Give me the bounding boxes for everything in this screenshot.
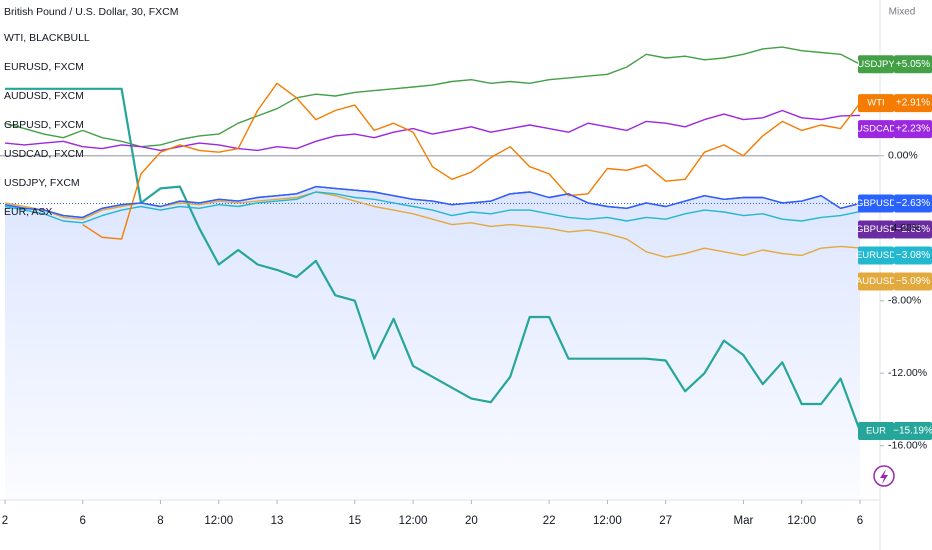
x-tick-label: 12:00 <box>787 515 816 527</box>
badge-value: −15.19% <box>893 426 932 437</box>
plot-area <box>0 46 880 500</box>
price-badges: USDJPY +5.05%WTI +2.91%USDCAD +2.23%GBPUSD −… <box>856 55 932 440</box>
x-tick-label: 6 <box>857 515 863 527</box>
legend-entry: British Pound / U.S. Dollar, 30, FXCM <box>4 6 178 18</box>
x-tick-label: 6 <box>80 515 86 527</box>
series-line <box>4 46 861 148</box>
y-tick-label: -12.00% <box>888 367 927 379</box>
badge-value-box <box>894 94 932 113</box>
x-tick-label: 8 <box>157 515 163 527</box>
badge-value-box <box>894 220 932 239</box>
badge-value: +2.91% <box>896 98 930 109</box>
badge-name-box <box>858 272 894 291</box>
badge-name: WTI <box>867 98 884 109</box>
badge-value-box <box>894 421 932 440</box>
badge-value: +2.23% <box>896 124 930 135</box>
legend-entry: WTI, BLACKBULL <box>4 32 90 44</box>
x-tick-label: 12:00 <box>399 515 428 527</box>
badge-value-box <box>894 246 932 265</box>
badge-name: EURUSD <box>856 250 896 261</box>
badge-name-box <box>858 194 894 213</box>
y-tick-label: 0.00% <box>888 150 918 162</box>
y-tick-label: -4.00% <box>888 222 921 234</box>
x-tick-label: 12:00 <box>593 515 622 527</box>
legend-entry: USDJPY, FXCM <box>4 177 80 189</box>
badge-name-box <box>858 246 894 265</box>
x-tick-label: Mar <box>734 515 754 527</box>
badge-name: GBPUSD <box>856 224 896 235</box>
badge-value: −3.08% <box>896 250 930 261</box>
series-line <box>4 191 861 224</box>
series-line <box>4 185 861 219</box>
badge-name: EUR <box>866 425 886 436</box>
series-line <box>5 87 862 432</box>
legend-entry: USDCAD, FXCM <box>4 148 84 160</box>
legend-entry: EURUSD, FXCM <box>4 61 84 73</box>
x-tick-label: 27 <box>659 515 672 527</box>
x-tick-label: 20 <box>465 515 478 527</box>
legend: British Pound / U.S. Dollar, 30, FXCM WTI… <box>4 6 178 218</box>
series-line <box>4 109 861 152</box>
bolt-icon[interactable] <box>873 465 895 487</box>
badge-value: +5.05% <box>896 59 930 70</box>
badge-value: −2.63% <box>896 198 930 209</box>
badge-name-box <box>858 55 894 74</box>
badge-value-box <box>894 194 932 213</box>
badge-value: −5.09% <box>896 276 930 287</box>
series-line <box>82 82 861 240</box>
badge-name-box <box>858 421 894 440</box>
badge-name: AUDUSD <box>856 276 896 287</box>
x-tick-label: 22 <box>543 515 556 527</box>
y-tick-label: -8.00% <box>888 295 921 307</box>
x-tick-label: 13 <box>271 515 284 527</box>
legend-entry: GBPUSD, FXCM <box>4 119 84 131</box>
badge-name-box <box>858 120 894 139</box>
legend-entry: EUR, ASX <box>4 206 52 218</box>
badge-name: GBPUSD <box>856 198 896 209</box>
area <box>5 186 860 500</box>
badge-name: USDCAD <box>856 124 896 135</box>
scale-mode: Mixed <box>889 7 916 18</box>
badge-value-box <box>894 55 932 74</box>
x-tick-label: 2 <box>2 515 8 527</box>
badge-value: −2.63% <box>896 224 930 235</box>
x-tick-label: 15 <box>348 515 361 527</box>
badge-name-box <box>858 94 894 113</box>
y-tick-label: -16.00% <box>888 439 927 451</box>
badge-value-box <box>894 120 932 139</box>
badge-name: USDJPY <box>857 59 895 70</box>
x-tick-label: 12:00 <box>204 515 233 527</box>
badge-name-box <box>858 220 894 239</box>
badge-value-box <box>894 272 932 291</box>
legend-entry: AUDUSD, FXCM <box>4 90 84 102</box>
